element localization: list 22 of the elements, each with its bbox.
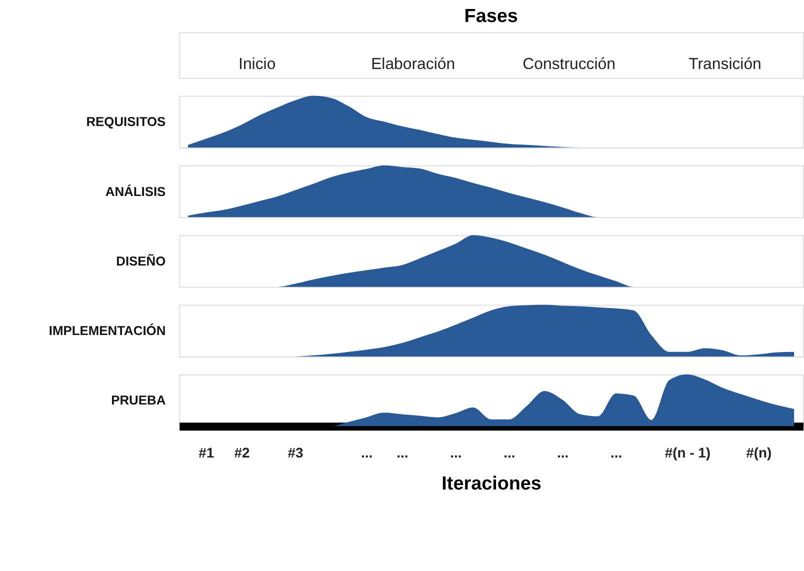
x-tick-label: ... [450,444,462,460]
x-axis-title: Iteraciones [442,473,542,494]
text: Transición [688,56,762,73]
x-tick-label: ... [557,444,569,460]
x-tick-label: #3 [288,444,304,460]
y-axis-title: ANÁLISIS [105,184,166,199]
x-tick-label: ... [360,444,373,460]
x-tick-label: #(n) [746,444,772,460]
text: Inicio [238,56,276,73]
text: Construcción [522,56,616,73]
text: Fases [464,6,518,28]
x-tick-label: ... [610,444,622,460]
y-axis-title: REQUISITOS [86,114,166,130]
y-axis-title: IMPLEMENTACIÓN [48,323,166,338]
x-tick-label: ... [396,444,408,460]
y-axis-title: PRUEBA [111,392,166,408]
x-tick-label: #2 [234,444,250,460]
x-tick-label: #1 [198,444,214,460]
x-tick-label: #(n - 1) [664,444,710,460]
x-tick-label: ... [504,444,516,460]
text: Elaboración [371,56,456,73]
y-axis-title: DISEÑO [116,253,166,268]
